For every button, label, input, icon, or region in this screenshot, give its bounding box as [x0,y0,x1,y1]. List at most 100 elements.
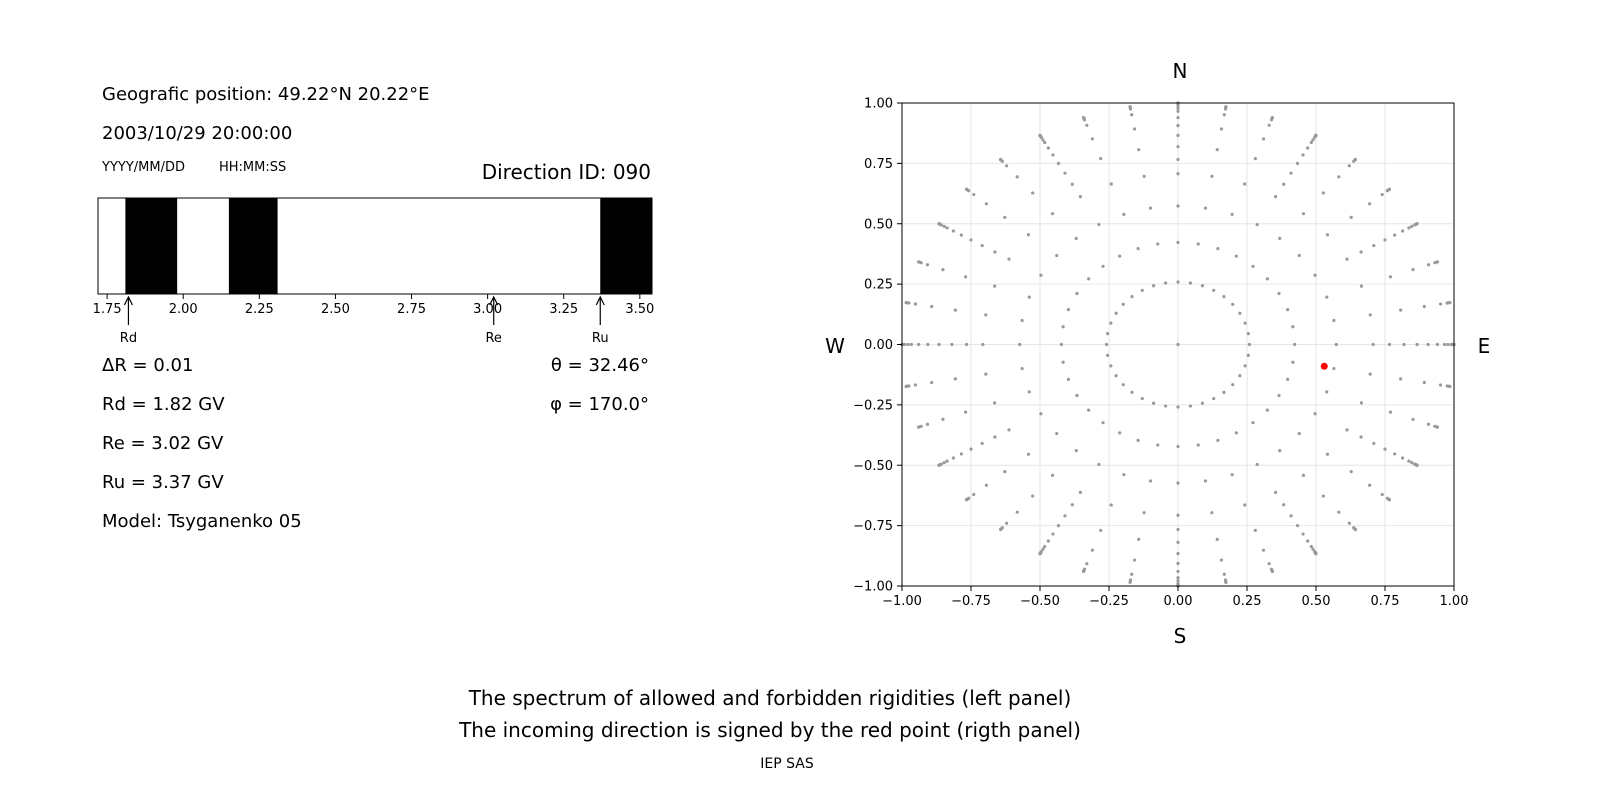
direction-point [1238,374,1242,378]
direction-point [1415,342,1419,347]
direction-point [1359,250,1363,254]
forbidden-band [600,198,652,294]
marker-label-rd: Rd [120,331,137,346]
forbidden-band [228,198,278,294]
direction-point [1426,422,1431,426]
direction-point [1230,212,1234,216]
direction-point [1082,115,1086,120]
direction-point [1388,410,1393,414]
direction-point [984,313,988,317]
direction-point [942,224,946,228]
direction-point [925,422,930,426]
direction-point [1046,146,1050,150]
marker-arrowhead [489,295,499,306]
direction-point [1210,174,1214,178]
direction-point [1261,137,1266,141]
direction-point [1176,481,1180,485]
direction-point [951,229,955,233]
incoming-direction-point [1320,362,1328,370]
direction-point [1321,191,1325,195]
direction-point [1383,447,1387,451]
direction-point [1293,342,1297,347]
direction-point [1046,539,1050,543]
direction-point [1043,544,1047,549]
direction-point [1297,253,1301,258]
direction-point [1020,366,1024,371]
direction-point [1106,332,1110,336]
direction-point [1380,192,1384,197]
direction-point [1031,494,1035,498]
direction-point [993,435,997,439]
direction-point [917,260,921,264]
direction-point [1388,275,1393,279]
direction-point [1074,236,1078,240]
direction-point [1136,438,1140,443]
direction-point [951,456,955,460]
direction-point [1176,157,1180,162]
date-time: 2003/10/29 20:00:00 [102,123,293,144]
direction-point [1210,511,1214,515]
direction-point [1005,164,1009,168]
direction-point [1435,425,1439,429]
direction-point [1309,140,1313,145]
direction-point [1301,532,1305,536]
direction-point [1332,366,1336,371]
direction-point [1099,528,1103,532]
direction-point [1020,318,1024,323]
direction-point [1368,483,1372,487]
model-name: Model: Tsyganenko 05 [102,511,302,532]
direction-point [1353,527,1358,532]
direction-point [1121,383,1125,387]
direction-point [1438,302,1443,306]
direction-point [1295,524,1300,528]
direction-point [1212,397,1216,401]
y-tick-label: −0.75 [853,519,893,534]
direction-point [1142,174,1146,178]
direction-point [1130,390,1134,394]
direction-point [1176,204,1180,208]
direction-point [1435,342,1439,347]
direction-point [1118,254,1122,258]
direction-point [1313,412,1317,416]
spectrum-x-axis: 1.75 2.00 2.25 2.50 2.75 3.00 3.25 3.50 [93,294,654,317]
direction-point [1387,342,1392,347]
direction-point [1399,308,1403,312]
direction-point [1097,462,1101,467]
direction-point [1234,431,1238,435]
direction-point [1325,452,1330,456]
direction-point [1101,264,1105,268]
direction-point [963,410,968,414]
direction-point [1003,215,1007,219]
direction-point [1156,242,1160,246]
direction-point [981,342,985,347]
direction-point [1130,295,1134,299]
direction-point [1216,438,1220,443]
direction-point [942,461,946,465]
direction-point [1176,569,1180,574]
direction-point [1101,421,1105,425]
direction-point [1122,473,1126,477]
direction-point [1203,206,1208,210]
direction-point [1251,421,1255,425]
direction-point [1176,115,1180,120]
direction-point [1085,562,1089,566]
x-tick-label: 0.50 [1302,594,1331,609]
direction-point [1359,284,1363,288]
direction-point [1273,195,1278,199]
x-tick-label: 1.75 [93,302,122,317]
west-label: W [825,334,845,358]
direction-point [1163,404,1168,408]
direction-point [1282,182,1286,186]
direction-point [1176,280,1180,284]
direction-point [1121,302,1125,306]
direction-point [1212,288,1216,292]
direction-point [945,459,949,463]
direction-point [1291,360,1295,364]
direction-point [1234,254,1238,258]
direction-point [993,284,997,288]
forbidden-bands [125,198,652,294]
direction-point [1066,377,1070,382]
direction-point [1267,123,1271,127]
direction-point [1003,470,1007,474]
direction-point [1278,236,1282,240]
